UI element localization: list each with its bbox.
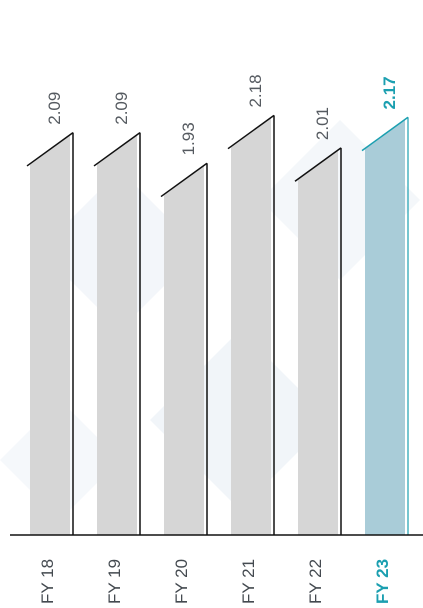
bar-top-line — [227, 114, 275, 150]
value-label: 2.01 — [313, 107, 332, 140]
bar-fy-22 — [298, 150, 338, 535]
x-tick-label: FY 23 — [373, 559, 392, 604]
bar-fy-21 — [231, 117, 271, 535]
value-label: 2.17 — [380, 76, 399, 109]
bars — [30, 117, 405, 535]
bar-top-line — [160, 162, 208, 198]
value-labels: 2.09 2.09 1.93 2.18 2.01 2.17 — [45, 74, 399, 155]
bar-fy-20 — [164, 165, 204, 535]
x-tick-labels: FY 18 FY 19 FY 20 FY 21 FY 22 FY 23 — [38, 559, 392, 604]
value-label: 2.18 — [246, 74, 265, 107]
bar-fy-23 — [365, 119, 405, 535]
value-label: 2.09 — [45, 92, 64, 125]
x-tick-label: FY 21 — [239, 559, 258, 604]
bar-top-line — [361, 116, 409, 152]
value-label: 1.93 — [179, 122, 198, 155]
bar-top-line — [93, 131, 141, 167]
x-tick-label: FY 19 — [105, 559, 124, 604]
value-label: 2.09 — [112, 92, 131, 125]
bar-top-line — [294, 147, 342, 182]
bar-fy-18 — [30, 134, 70, 535]
x-tick-label: FY 18 — [38, 559, 57, 604]
bar-top-lines — [26, 114, 409, 535]
x-tick-label: FY 22 — [306, 559, 325, 604]
bar-fy-19 — [97, 134, 137, 535]
x-tick-label: FY 20 — [172, 559, 191, 604]
bar-top-line — [26, 131, 74, 167]
